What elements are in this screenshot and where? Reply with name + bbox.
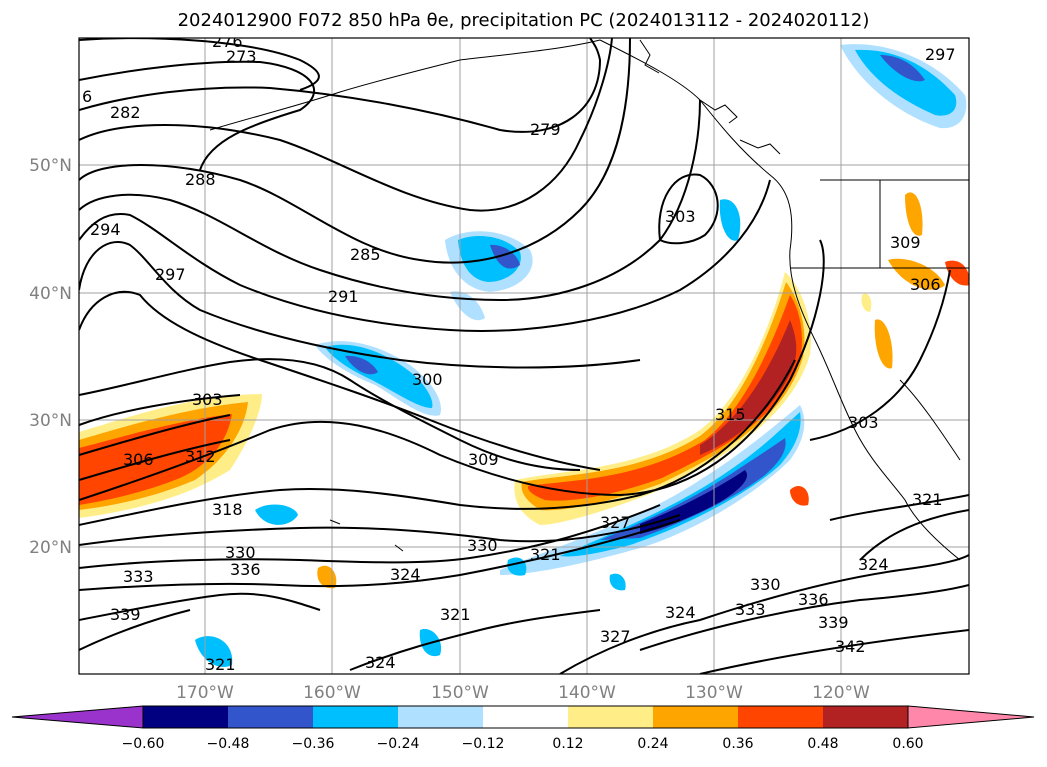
contour-label: 291	[328, 287, 359, 306]
contour-label: 327	[600, 513, 631, 532]
contour-label: 306	[123, 450, 154, 469]
colorbar-box	[228, 706, 313, 728]
contour-label: 321	[912, 490, 943, 509]
colorbar-tick-label: −0.48	[207, 736, 250, 752]
contour-label: 324	[665, 603, 696, 622]
contour-label: 300	[412, 370, 443, 389]
contour-label: 321	[205, 655, 236, 674]
colorbar-box	[823, 706, 908, 728]
chart-title: 2024012900 F072 850 hPa θe, precipitatio…	[177, 10, 870, 31]
lat-label: 50°N	[29, 156, 72, 176]
colorbar-tick-label: 0.48	[807, 736, 838, 752]
lon-label: 170°W	[176, 683, 234, 703]
contour-label: 333	[735, 600, 766, 619]
coastlines	[209, 39, 969, 561]
colorbar-tick-label: −0.60	[122, 736, 165, 752]
contour-label: 309	[890, 233, 921, 252]
contour-label: 339	[818, 613, 849, 632]
contour-labels: 276 273 282 279 288 294 297 285 291 303 …	[82, 32, 956, 674]
contour-label: 327	[600, 627, 631, 646]
contour-label: 297	[925, 45, 956, 64]
contour-label: 321	[530, 545, 561, 564]
precip-shading	[79, 44, 969, 668]
contour-label: 339	[110, 605, 141, 624]
lon-axis-labels: 170°W 160°W 150°W 140°W 130°W 120°W	[176, 683, 870, 703]
colorbar-box	[568, 706, 653, 728]
lat-label: 30°N	[29, 411, 72, 431]
plot-area	[79, 38, 969, 674]
contour-label: 303	[665, 207, 696, 226]
contour-label: 342	[835, 637, 866, 656]
contour-label: 333	[123, 567, 154, 586]
lat-label: 20°N	[29, 538, 72, 558]
contour-label: 330	[467, 536, 498, 555]
theta-e-contours	[79, 38, 969, 674]
contour-label: 285	[350, 245, 381, 264]
colorbar-tick-label: 0.12	[552, 736, 583, 752]
contour-label: 324	[365, 653, 396, 672]
contour-label: 282	[110, 103, 141, 122]
colorbar-box	[738, 706, 823, 728]
contour-label: 6	[82, 87, 92, 106]
colorbar-box	[653, 706, 738, 728]
colorbar-tick-label: −0.24	[377, 736, 420, 752]
colorbar-tick-label: 0.36	[722, 736, 753, 752]
lon-label: 120°W	[812, 683, 870, 703]
contour-label: 273	[226, 47, 257, 66]
contour-label: 315	[715, 405, 746, 424]
contour-label: 312	[185, 447, 216, 466]
colorbar-tick-label: 0.24	[637, 736, 668, 752]
colorbar-box	[143, 706, 228, 728]
plot-frame	[78, 37, 970, 675]
contour-label: 324	[390, 565, 421, 584]
contour-label: 306	[910, 275, 941, 294]
lon-label: 140°W	[558, 683, 616, 703]
contour-label: 336	[798, 590, 829, 609]
lon-label: 150°W	[431, 683, 489, 703]
colorbar-box	[483, 706, 568, 728]
colorbar-tick-label: 0.60	[892, 736, 923, 752]
contour-label: 276	[212, 32, 243, 51]
colorbar-tick-label: −0.12	[462, 736, 505, 752]
contour-label: 279	[530, 120, 561, 139]
contour-label: 309	[468, 450, 499, 469]
colorbar: −0.60 −0.48 −0.36 −0.24 −0.12 0.12 0.24 0.36 0.4…	[11, 705, 1035, 752]
contour-label: 318	[212, 500, 243, 519]
contour-label: 303	[192, 390, 223, 409]
lon-label: 160°W	[303, 683, 361, 703]
lon-label: 130°W	[685, 683, 743, 703]
contour-label: 297	[155, 265, 186, 284]
contour-label: 330	[750, 575, 781, 594]
colorbar-box	[313, 706, 398, 728]
contour-label: 324	[858, 555, 889, 574]
contour-label: 303	[848, 413, 879, 432]
colorbar-outline	[142, 705, 909, 729]
contour-label: 294	[90, 220, 121, 239]
contour-label: 321	[440, 605, 471, 624]
contour-label: 288	[185, 170, 216, 189]
colorbar-extend-max	[907, 705, 1035, 729]
colorbar-extend-min	[11, 705, 144, 729]
colorbar-tick-label: −0.36	[292, 736, 335, 752]
lat-axis-labels: 50°N 40°N 30°N 20°N	[29, 156, 72, 558]
contour-label: 330	[225, 543, 256, 562]
colorbar-box	[398, 706, 483, 728]
lat-label: 40°N	[29, 284, 72, 304]
contour-label: 336	[230, 560, 261, 579]
